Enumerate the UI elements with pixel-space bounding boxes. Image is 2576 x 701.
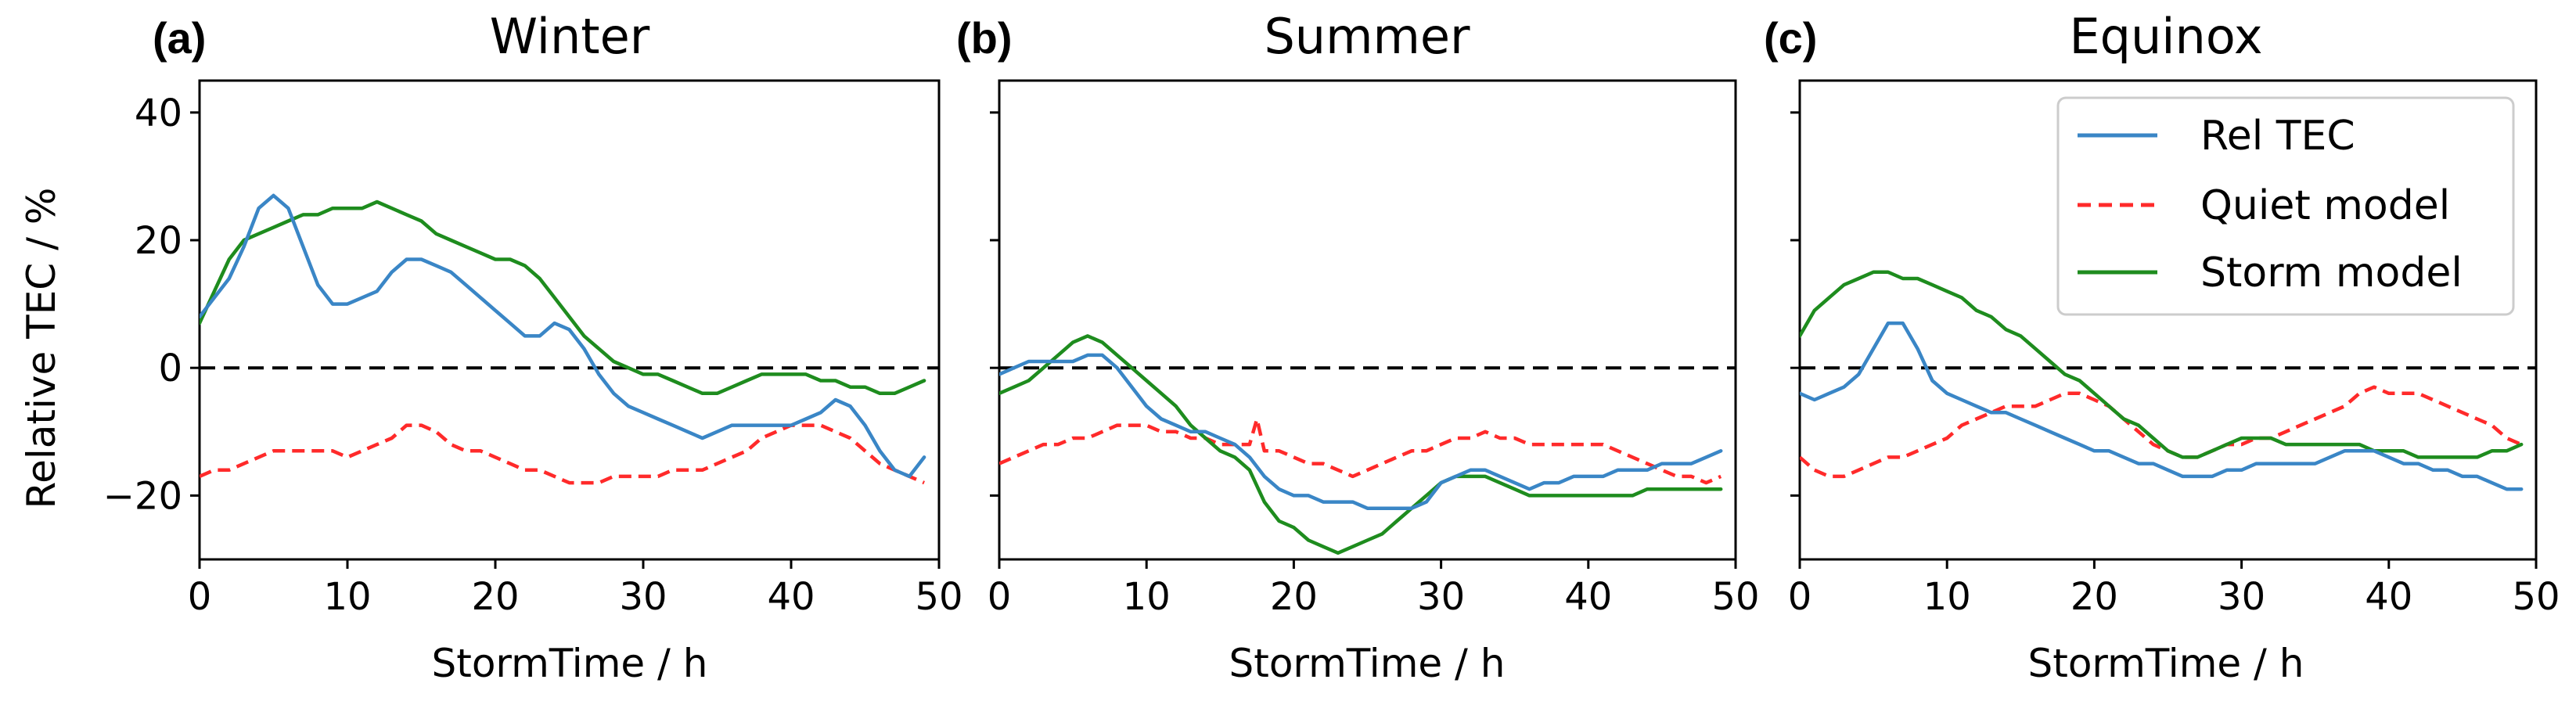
panel-label-c: (c) — [1764, 13, 1817, 63]
series-line-summer-quiet-model — [999, 417, 1722, 485]
x-ticks-summer: 0 10 20 30 40 50 — [988, 559, 1760, 619]
plot-area-winter — [200, 193, 939, 485]
y-tick-label-winter-1: 20 — [135, 219, 182, 263]
x-tick-label-equinox-0: 0 — [1788, 575, 1812, 619]
y-ticks-equinox — [1790, 111, 1800, 497]
x-tick-label-winter-2: 20 — [471, 575, 519, 619]
x-tick-label-summer-4: 40 — [1564, 575, 1612, 619]
x-tick-label-winter-0: 0 — [188, 575, 212, 619]
plot-frame-winter — [198, 79, 941, 561]
panel-label-a: (a) — [153, 13, 206, 63]
x-tick-label-winter-3: 30 — [619, 575, 667, 619]
x-tick-label-winter-4: 40 — [767, 575, 815, 619]
x-ticks-equinox: 0 10 20 30 40 50 — [1788, 559, 2560, 619]
x-axis-label-summer: StormTime / h — [1229, 641, 1505, 686]
x-ticks-winter: 0 10 20 30 40 50 — [188, 559, 963, 619]
plot-frame-equinox — [1798, 79, 2538, 561]
x-tick-label-summer-0: 0 — [988, 575, 1012, 619]
x-tick-label-equinox-1: 10 — [1923, 575, 1971, 619]
legend-box — [2056, 96, 2515, 316]
x-axis-label-winter: StormTime / h — [431, 641, 707, 686]
x-axis-label-equinox: StormTime / h — [2027, 641, 2304, 686]
x-tick-label-equinox-3: 30 — [2218, 575, 2265, 619]
panel-title-winter: Winter — [490, 8, 650, 65]
panel-title-summer: Summer — [1264, 8, 1470, 65]
x-tick-label-equinox-4: 40 — [2365, 575, 2412, 619]
series-line-winter-storm-model — [200, 200, 926, 396]
y-ticks-summer — [990, 111, 999, 497]
x-tick-label-summer-5: 50 — [1711, 575, 1759, 619]
y-axis-label: Relative TEC / % — [19, 188, 64, 509]
y-tick-label-winter-2: 0 — [158, 347, 182, 390]
y-ticks-winter: 40 20 0 −20 — [103, 92, 200, 518]
y-tick-label-winter-3: −20 — [103, 474, 182, 518]
panel-label-b: (b) — [956, 13, 1013, 63]
plot-area-equinox — [1800, 270, 2536, 491]
series-line-winter-quiet-model — [200, 423, 925, 485]
panel-equinox: (c) Equinox 0 10 20 30 40 50 StormTime / h Re… — [1764, 8, 2560, 686]
legend: Rel TEC Quiet model Storm model — [2056, 96, 2515, 316]
x-tick-label-summer-3: 30 — [1417, 575, 1465, 619]
series-line-summer-storm-model — [999, 334, 1723, 555]
x-tick-label-equinox-5: 50 — [2512, 575, 2560, 619]
panel-summer: (b) Summer 0 10 20 30 40 50 StormTime / h — [956, 8, 1760, 686]
y-tick-label-winter-0: 40 — [135, 92, 182, 135]
series-line-equinox-storm-model — [1800, 270, 2524, 459]
plot-frame-summer — [998, 79, 1737, 561]
legend-label-quiet-model: Quiet model — [2200, 182, 2450, 229]
series-line-summer-rel-tec — [999, 353, 1723, 510]
legend-label-rel-tec: Rel TEC — [2200, 113, 2355, 160]
x-tick-label-winter-1: 10 — [323, 575, 371, 619]
legend-label-storm-model: Storm model — [2200, 250, 2463, 297]
x-tick-label-summer-1: 10 — [1123, 575, 1171, 619]
panel-title-equinox: Equinox — [2069, 8, 2262, 65]
series-line-equinox-rel-tec — [1800, 321, 2524, 491]
plot-area-summer — [999, 334, 1736, 555]
panel-winter: (a) Winter 0 10 20 30 40 50 40 20 0 −20 StormTim… — [103, 8, 963, 686]
x-tick-label-summer-2: 20 — [1270, 575, 1318, 619]
x-tick-label-winter-5: 50 — [915, 575, 962, 619]
x-tick-label-equinox-2: 20 — [2071, 575, 2118, 619]
series-line-winter-rel-tec — [200, 193, 926, 479]
